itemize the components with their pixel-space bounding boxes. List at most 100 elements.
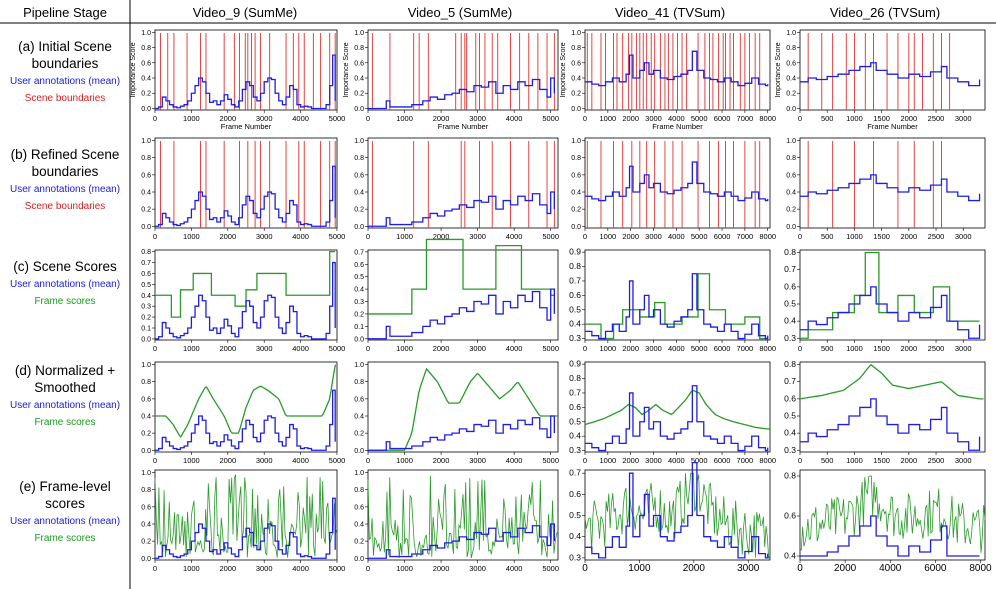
plot-r1-c3-ytick-label-2: 0.4 — [571, 76, 581, 83]
plot-r4-c1-ytick-label-1: 0.2 — [141, 431, 151, 438]
plot-r1-c4-ytick-label-2: 0.4 — [786, 76, 796, 83]
plot-r3-c4-xtick-label-0: 0 — [798, 344, 802, 353]
plot-r2-c2-xtick-label-1: 1000 — [396, 232, 413, 241]
plot-r2-c3-ytick-label-4: 0.8 — [571, 155, 581, 162]
plot-r5-c3-xtick-label-3: 3000 — [737, 563, 760, 574]
plot-r5-c2-xtick-label-0: 0 — [366, 564, 370, 573]
plot-r4-c2-ytick-label-4: 0.8 — [354, 379, 364, 386]
stage-e-letter: (e) — [19, 479, 36, 494]
plot-r2-c4-xtick-label-2: 1000 — [846, 232, 863, 241]
plot-r2-c4-frame — [799, 137, 986, 229]
plot-r1-c4-xlabel: Frame Number — [867, 122, 918, 131]
plot-r1-c3-xtick-label-2: 2000 — [622, 114, 639, 123]
plot-r1-c4-xtick-label-1: 500 — [821, 114, 834, 123]
plot-r4-c4-ytick-label-0: 0.3 — [784, 445, 796, 455]
plot-r1-c4-user-mean — [800, 62, 981, 87]
plot-r5-c2-ytick-label-0: 0.0 — [354, 556, 364, 563]
plot-r2-c4-user-mean — [800, 174, 981, 202]
plot-r4-c3-xtick-label-4: 4000 — [668, 456, 685, 465]
plot-r4-c2-xtick-label-0: 0 — [366, 456, 370, 465]
plot-r2-c1-user-mean — [155, 165, 336, 227]
plot-r1-c1-xlabel: Frame Number — [221, 122, 272, 131]
plot-r2-c2-xtick-label-5: 5000 — [542, 232, 559, 241]
plot-r3-c3-xtick-label-4: 4000 — [668, 344, 685, 353]
plot-r5-c3-ytick-label-0: 0.3 — [569, 552, 581, 562]
plot-r2-c2-xtick-label-4: 4000 — [506, 232, 523, 241]
plot-r3-c2-ytick-label-3: 0.3 — [354, 299, 364, 306]
plot-r4-c4-ytick-label-4: 0.7 — [784, 376, 796, 386]
plot-r2-c2-ytick-label-5: 1.0 — [354, 138, 364, 145]
plot-r5-c1-user-mean — [155, 497, 336, 559]
plot-r4-c3-xtick-label-8: 8000 — [759, 456, 776, 465]
plot-r4-c2-smoothed — [368, 367, 558, 451]
plot-r5-c3-frame-scores — [584, 472, 771, 560]
plot-r3-c1-xtick-label-3: 3000 — [256, 344, 273, 353]
plot-r4-c2-ytick-label-3: 0.6 — [354, 396, 364, 403]
plot-r4-c3-smoothed — [584, 389, 770, 430]
plot-r5-c4-xtick-label-0: 0 — [797, 563, 803, 574]
plot-r5-c4-ytick-label-0: 0.4 — [784, 551, 796, 561]
plot-r2-c3-xtick-label-4: 4000 — [668, 232, 685, 241]
plot-r5-c2-frame-scores — [367, 475, 559, 559]
plot-r4-c3-ytick-label-4: 0.7 — [569, 387, 581, 397]
plot-r3-c2-ytick-label-0: 0.0 — [354, 336, 364, 343]
plot-r2-c4-ytick-label-0: 0.0 — [786, 224, 796, 231]
plot-r5-c1-frame — [154, 469, 338, 561]
plot-r3-c2-xtick-label-0: 0 — [366, 344, 370, 353]
plot-r3-c3-xtick-label-3: 3000 — [645, 344, 662, 353]
plot-r3-c3-ytick-label-2: 0.5 — [569, 304, 581, 314]
plot-r3-c3-xtick-label-0: 0 — [583, 344, 587, 353]
header-pipeline-stage: Pipeline Stage — [23, 5, 107, 20]
plot-r5-c4-user-mean — [800, 515, 980, 557]
plot-r1-c3-xtick-label-7: 7000 — [737, 114, 754, 123]
plot-r1-c1-ytick-label-1: 0.2 — [141, 91, 151, 98]
plot-r5-c1-ytick-label-4: 0.8 — [141, 487, 151, 494]
plot-r4-c4-xtick-label-4: 2000 — [900, 456, 917, 465]
header-col-3: Video_41 (TVSum) — [614, 5, 726, 20]
plot-r3-c3-xtick-label-7: 7000 — [737, 344, 754, 353]
plot-r3-c4-frame — [799, 249, 986, 341]
plot-r3-c4-xtick-label-2: 1000 — [846, 344, 863, 353]
plot-r1-c2-ylabel: Importance Score — [343, 42, 350, 97]
plot-r2-c4-ytick-label-4: 0.8 — [786, 155, 796, 162]
plot-r5-c3-ytick-label-2: 0.5 — [569, 510, 581, 520]
plot-r2-c4-xtick-label-4: 2000 — [900, 232, 917, 241]
plot-r1-c2-xtick-label-2: 2000 — [433, 114, 450, 123]
plot-r4-c3-xtick-label-3: 3000 — [645, 456, 662, 465]
plot-r1-c2-ytick-label-2: 0.4 — [354, 76, 364, 83]
plot-r3-c1-xtick-label-2: 2000 — [219, 344, 236, 353]
plot-r1-c1-xtick-label-4: 4000 — [292, 114, 309, 123]
plot-r2-c4-ytick-label-1: 0.2 — [786, 207, 796, 214]
plot-r1-c1-frame — [154, 29, 338, 111]
plot-r1-c3-xtick-label-1: 1000 — [599, 114, 616, 123]
plot-r1-c2-ytick-label-4: 0.8 — [354, 45, 364, 52]
stage-e-line1: User annotations (mean) — [9, 516, 121, 527]
plot-r4-c4-user-mean — [800, 398, 981, 451]
plot-r4-c2-user-mean — [368, 415, 555, 451]
plot-r2-c3-ytick-label-3: 0.6 — [571, 172, 581, 179]
plot-r5-c1-ytick-label-0: 0.0 — [141, 556, 151, 563]
plot-r5-c4-xtick-label-1: 2000 — [834, 563, 857, 574]
plot-r5-c2-ytick-label-4: 0.8 — [354, 487, 364, 494]
plot-r3-c3-ytick-label-5: 0.8 — [569, 261, 581, 271]
plot-r1-c3-xtick-label-5: 5000 — [691, 114, 708, 123]
stage-e: (e) Frame-level scores User annotations … — [0, 478, 130, 546]
plot-r3-c2-xtick-label-1: 1000 — [396, 344, 413, 353]
plot-r1-c2-xtick-label-0: 0 — [366, 114, 370, 123]
plot-r5-c2-xtick-label-3: 3000 — [469, 564, 486, 573]
plot-r1-c2-xlabel: Frame Number — [438, 122, 489, 131]
plot-r2-c2-ytick-label-0: 0.0 — [354, 224, 364, 231]
plot-r3-c3-ytick-label-6: 0.9 — [569, 247, 581, 257]
plot-r2-c2-xtick-label-3: 3000 — [469, 232, 486, 241]
plot-r4-c2-ytick-label-0: 0.0 — [354, 448, 364, 455]
plot-r2-c3-xtick-label-7: 7000 — [737, 232, 754, 241]
plot-r2-c3-xtick-label-2: 2000 — [622, 232, 639, 241]
plot-r4-c4-smoothed — [799, 363, 984, 400]
plot-r5-c2-ytick-label-3: 0.6 — [354, 504, 364, 511]
plot-r4-c3-ytick-label-6: 0.9 — [569, 359, 581, 369]
plot-r1-c3-ytick-label-1: 0.2 — [571, 91, 581, 98]
plot-r3-c3-xtick-label-6: 6000 — [714, 344, 731, 353]
stage-b-line2: Scene boundaries — [24, 201, 106, 212]
stage-d-title: Normalized + Smoothed — [34, 363, 116, 395]
plot-r2-c1-xtick-label-1: 1000 — [183, 232, 200, 241]
